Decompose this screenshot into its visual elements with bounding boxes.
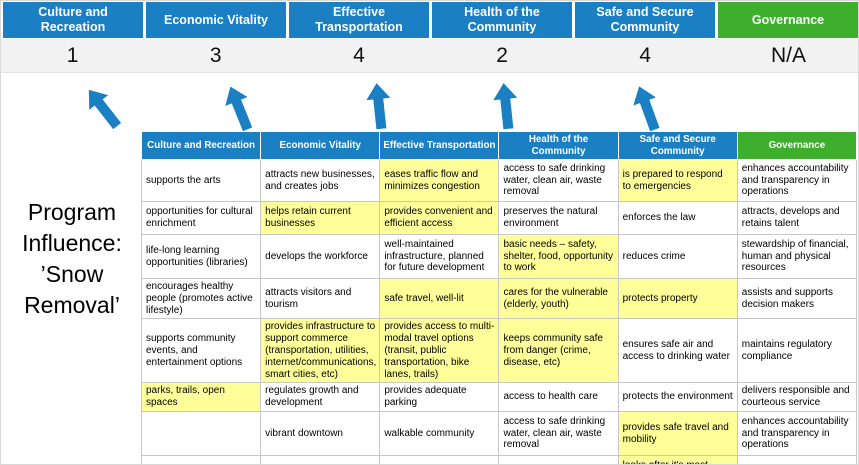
matrix-cell: is prepared to respond to emergencies — [617, 159, 738, 203]
matrix-cell: enhances accountability and transparency… — [736, 159, 858, 203]
matrix-cell — [736, 455, 858, 464]
score-transportation: 4 — [353, 43, 365, 67]
matrix-cell: walkable community — [379, 411, 500, 457]
matrix-cell: maintains regulatory compliance — [736, 318, 858, 384]
matrix-cell: vibrant downtown — [260, 411, 381, 457]
score-safety: 4 — [639, 43, 652, 67]
score-economic: 3 — [209, 43, 222, 67]
matrix-cell: supports the arts — [140, 159, 262, 203]
matrix-cell: assists and supports decision makers — [736, 278, 858, 320]
matrix-cell: supports community events, and entertain… — [140, 318, 262, 384]
matrix-header-3: Health of the Community — [498, 130, 619, 161]
matrix-cell: life-long learning opportunities (librar… — [140, 234, 262, 280]
matrix-cell — [140, 455, 262, 464]
matrix-cell: looks after it's most vulnerable — [617, 455, 738, 464]
matrix-row: opportunities for cultural enrichment hel… — [140, 201, 858, 236]
up-arrow-icon — [365, 82, 394, 130]
matrix-cell: develops the workforce — [260, 234, 381, 280]
matrix-cell — [498, 455, 619, 464]
matrix-cell: encourages healthy people (promotes acti… — [140, 278, 262, 320]
matrix-row: looks after it's most vulnerable — [140, 455, 858, 464]
matrix-cell: provides safe travel and mobility — [617, 411, 738, 457]
pillar-header-safety: Safe and Secure Community — [575, 2, 715, 38]
matrix-cell: protects the environment — [617, 382, 738, 413]
matrix-cell: cares for the vulnerable (elderly, youth… — [498, 278, 619, 320]
matrix-header-row: Culture and Recreation Economic Vitality E… — [140, 130, 858, 161]
matrix-cell: opportunities for cultural enrichment — [140, 201, 262, 236]
matrix-header-2: Effective Transportation — [379, 130, 500, 161]
matrix-cell: well-maintained infrastructure, planned … — [379, 234, 500, 280]
matrix-cell: delivers responsible and courteous servi… — [736, 382, 858, 413]
matrix-cell: access to safe drinking water, clean air… — [498, 159, 619, 203]
matrix-cell — [379, 455, 500, 464]
matrix-row: supports the arts attracts new businesses… — [140, 159, 858, 203]
matrix-row: encourages healthy people (promotes acti… — [140, 278, 858, 320]
matrix-cell: eases traffic flow and minimizes congest… — [379, 159, 500, 203]
matrix-cell: enforces the law — [617, 201, 738, 236]
matrix-cell: regulates growth and development — [260, 382, 381, 413]
pillar-header-economic: Economic Vitality — [146, 2, 286, 38]
matrix-cell: attracts new businesses, and creates job… — [260, 159, 381, 203]
score-governance: N/A — [770, 43, 806, 67]
pillar-header-governance: Governance — [718, 2, 858, 38]
matrix-cell: provides adequate parking — [379, 382, 500, 413]
pillar-header-transportation: Effective Transportation — [289, 2, 429, 38]
score-row: 1 3 4 2 4 N/A — [1, 39, 858, 73]
matrix-cell: access to safe drinking water, clean air… — [498, 411, 619, 457]
matrix-cell — [260, 455, 381, 464]
matrix-cell: keeps community safe from danger (crime,… — [498, 318, 619, 384]
matrix-header-5: Governance — [736, 130, 858, 161]
matrix-cell: ensures safe air and access to drinking … — [617, 318, 738, 384]
matrix-cell: provides infrastructure to support comme… — [260, 318, 381, 384]
influence-matrix: Culture and Recreation Economic Vitality E… — [140, 130, 858, 464]
matrix-cell: preserves the natural environment — [498, 201, 619, 236]
matrix-cell: enhances accountability and transparency… — [736, 411, 858, 457]
matrix-cell: provides convenient and efficient access — [379, 201, 500, 236]
matrix-cell: stewardship of financial, human and phys… — [736, 234, 858, 280]
pillar-header-health: Health of the Community — [432, 2, 572, 38]
matrix-cell — [140, 411, 262, 457]
matrix-cell: parks, trails, open spaces — [140, 382, 262, 413]
matrix-cell: helps retain current businesses — [260, 201, 381, 236]
matrix-row: parks, trails, open spaces regulates grow… — [140, 382, 858, 413]
matrix-cell: attracts visitors and tourism — [260, 278, 381, 320]
matrix-cell: access to health care — [498, 382, 619, 413]
pillar-header-row: Culture and Recreation Economic Vitality… — [1, 1, 858, 38]
program-title: Program Influence: ’Snow Removal’ — [22, 199, 122, 319]
matrix-cell: safe travel, well-lit — [379, 278, 500, 320]
score-culture: 1 — [66, 43, 79, 67]
matrix-cell: reduces crime — [617, 234, 738, 280]
up-arrow-icon — [492, 82, 521, 130]
matrix-cell: provides access to multi-modal travel op… — [379, 318, 500, 384]
up-arrow-icon — [219, 82, 258, 134]
matrix-header-4: Safe and Secure Community — [617, 130, 738, 161]
matrix-cell: attracts, develops and retains talent — [736, 201, 858, 236]
matrix-row: vibrant downtown walkable community access… — [140, 411, 858, 457]
up-arrow-icon — [79, 82, 126, 133]
score-health: 2 — [496, 43, 508, 67]
matrix-row: life-long learning opportunities (librar… — [140, 234, 858, 280]
up-arrow-icon — [628, 82, 666, 133]
pillar-header-culture: Culture and Recreation — [3, 2, 143, 38]
matrix-cell: protects property — [617, 278, 738, 320]
matrix-row: supports community events, and entertain… — [140, 318, 858, 384]
matrix-cell: basic needs – safety, shelter, food, opp… — [498, 234, 619, 280]
matrix-header-0: Culture and Recreation — [140, 130, 262, 161]
matrix-header-1: Economic Vitality — [260, 130, 381, 161]
